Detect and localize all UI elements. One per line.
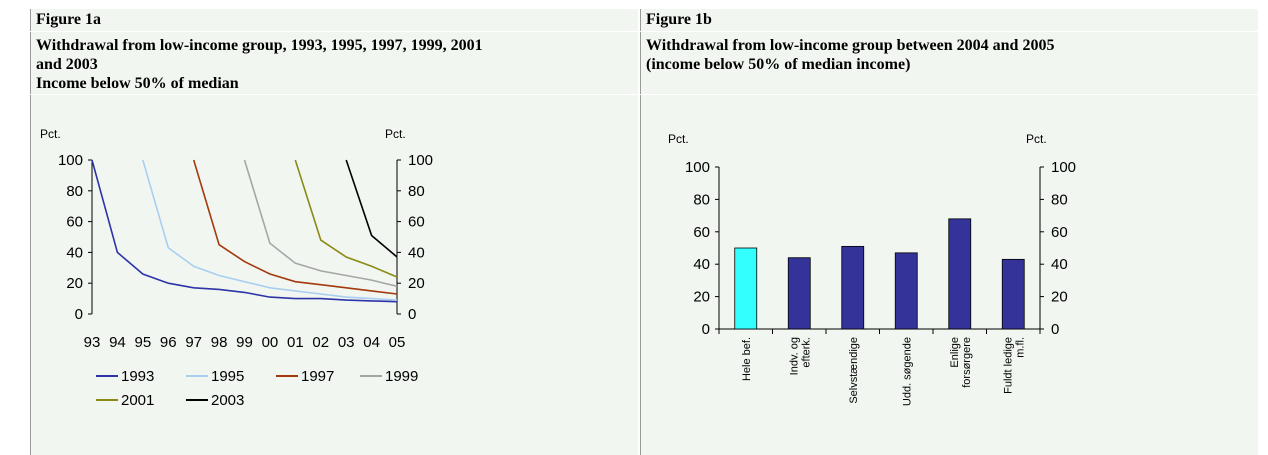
y-tick-label-left: 60 — [693, 224, 710, 241]
figure-1b-title-line1: Withdrawal from low-income group between… — [646, 37, 1055, 54]
x-category-label: Hele bef. — [741, 337, 753, 381]
y-tick-label-right: 40 — [408, 244, 425, 261]
divider — [30, 94, 638, 95]
x-category-label-line: Enlige — [949, 337, 961, 368]
x-category-label: Fuldt ledigem.fl. — [1002, 337, 1026, 394]
legend-label-1993: 1993 — [121, 368, 154, 385]
y-tick-label-left: 100 — [58, 152, 83, 169]
bar-5 — [948, 218, 972, 330]
y-tick-label-left: 40 — [693, 256, 710, 273]
x-tick-label: 04 — [363, 334, 380, 351]
x-category-label-line: Indv. og — [788, 337, 800, 375]
y-axis-label-left: Pct. — [40, 127, 61, 141]
legend-label-1995: 1995 — [211, 368, 244, 385]
y-tick-label-right: 20 — [408, 275, 425, 292]
panel-border — [640, 9, 641, 455]
x-tick-label: 02 — [312, 334, 329, 351]
figure-1b-panel: Figure 1b Withdrawal from low-income gro… — [640, 9, 1258, 455]
figure-1a-title-line1: Withdrawal from low-income group, 1993, … — [36, 37, 483, 54]
x-category-label: Enligeforsørgere — [949, 337, 973, 388]
divider — [640, 94, 1258, 95]
x-category-label-line: forsørgere — [961, 337, 973, 388]
y-tick-label-right: 100 — [1051, 159, 1076, 176]
y-tick-label-left: 40 — [66, 244, 83, 261]
legend-label-2003: 2003 — [211, 392, 244, 409]
bar-chart: Pct. Pct. 0 0 20 20 40 40 60 60 80 80 100 100 Hele bef… — [668, 132, 1076, 406]
figure-1b-title-line2: (income below 50% of median income) — [646, 56, 911, 73]
divider — [30, 31, 638, 32]
y-tick-label-left: 80 — [693, 191, 710, 208]
y-axis-label-right: Pct. — [385, 127, 406, 141]
x-tick-label: 93 — [84, 334, 101, 351]
x-tick-label: 01 — [287, 334, 304, 351]
y-tick-label-left: 80 — [66, 183, 83, 200]
x-tick-label: 94 — [109, 334, 126, 351]
x-category-label: Selvstændige — [848, 337, 860, 404]
x-category-label: Indv. ogefterk. — [788, 337, 812, 375]
series-line-1997 — [192, 159, 398, 295]
figure-1a-subtitle: Income below 50% of median — [36, 75, 239, 92]
figure-1b-label: Figure 1b — [646, 11, 712, 28]
panel-border — [30, 9, 31, 455]
y-tick-label-left: 0 — [75, 306, 83, 323]
divider — [640, 31, 1258, 32]
y-tick-label-right: 0 — [1051, 321, 1059, 338]
y-axis-label-left: Pct. — [668, 132, 689, 146]
x-category-label-line: Udd. søgende — [901, 337, 913, 406]
y-tick-label-left: 60 — [66, 214, 83, 231]
y-tick-label-right: 100 — [408, 152, 433, 169]
y-tick-label-right: 60 — [1051, 224, 1068, 241]
x-category-label-line: Hele bef. — [741, 337, 753, 381]
x-tick-label: 96 — [160, 334, 177, 351]
x-tick-label: 98 — [211, 334, 228, 351]
series-line-2003 — [345, 159, 398, 258]
series-line-2001 — [294, 159, 398, 278]
bar-4 — [894, 252, 918, 330]
x-tick-label: 05 — [389, 334, 406, 351]
y-tick-label-right: 0 — [408, 306, 416, 323]
series-line-1993 — [91, 159, 398, 303]
y-tick-label-left: 100 — [685, 159, 710, 176]
legend-label-2001: 2001 — [121, 392, 154, 409]
x-tick-label: 95 — [134, 334, 151, 351]
x-category-label-line: Selvstændige — [848, 337, 860, 404]
y-axis-label-right: Pct. — [1026, 132, 1047, 146]
y-tick-label-left: 20 — [66, 275, 83, 292]
y-tick-label-right: 40 — [1051, 256, 1068, 273]
figure-1a-label: Figure 1a — [36, 11, 102, 28]
x-category-label-line: m.fl. — [1014, 337, 1026, 358]
y-tick-label-right: 60 — [408, 214, 425, 231]
x-tick-label: 03 — [338, 334, 355, 351]
x-category-label: Udd. søgende — [901, 337, 913, 406]
y-tick-label-right: 80 — [408, 183, 425, 200]
x-category-label-line: efterk. — [800, 337, 812, 368]
bar-6 — [1001, 258, 1025, 330]
y-tick-label-right: 80 — [1051, 191, 1068, 208]
legend-label-1997: 1997 — [301, 368, 334, 385]
bar-2 — [787, 257, 811, 330]
x-tick-label: 97 — [185, 334, 202, 351]
legend-label-1999: 1999 — [385, 368, 418, 385]
bar-3 — [841, 245, 865, 330]
y-tick-label-left: 0 — [702, 321, 710, 338]
figure-1a-title-line2: and 2003 — [36, 56, 98, 73]
y-tick-label-right: 20 — [1051, 289, 1068, 306]
figure-1a-panel: Figure 1a Withdrawal from low-income gro… — [30, 9, 638, 455]
y-tick-label-left: 20 — [693, 289, 710, 306]
x-tick-label: 99 — [236, 334, 253, 351]
x-tick-label: 00 — [262, 334, 279, 351]
series-line-1999 — [243, 159, 398, 288]
series-line-1995 — [142, 159, 398, 301]
bar-1 — [734, 247, 758, 330]
x-category-label-line: Fuldt ledige — [1002, 337, 1014, 394]
